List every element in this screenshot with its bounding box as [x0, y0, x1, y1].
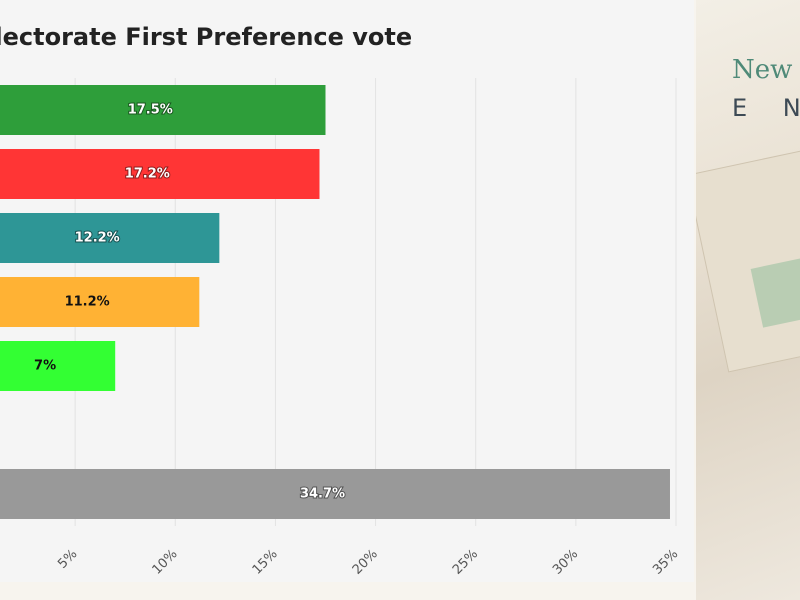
bar: [0, 85, 326, 135]
value-label: 11.2%: [65, 295, 110, 310]
chart: Electorate First Preference vote 5% 10% 15…: [0, 23, 682, 578]
value-label: 34.7%: [300, 487, 345, 502]
bar: [0, 277, 200, 327]
chart-title: Electorate First Preference vote: [0, 23, 412, 51]
photo-panel: New E E N: [696, 0, 800, 600]
value-label: 17.2%: [125, 167, 170, 182]
brand-subtext: E N: [732, 94, 800, 122]
brand-text: New E: [732, 55, 800, 85]
value-label: 7%: [34, 359, 56, 374]
bar: [0, 341, 116, 391]
value-label: 17.5%: [128, 103, 173, 118]
bar: [0, 469, 670, 519]
value-label: 12.2%: [75, 231, 120, 246]
bar: [0, 149, 320, 199]
bar: [0, 213, 220, 263]
